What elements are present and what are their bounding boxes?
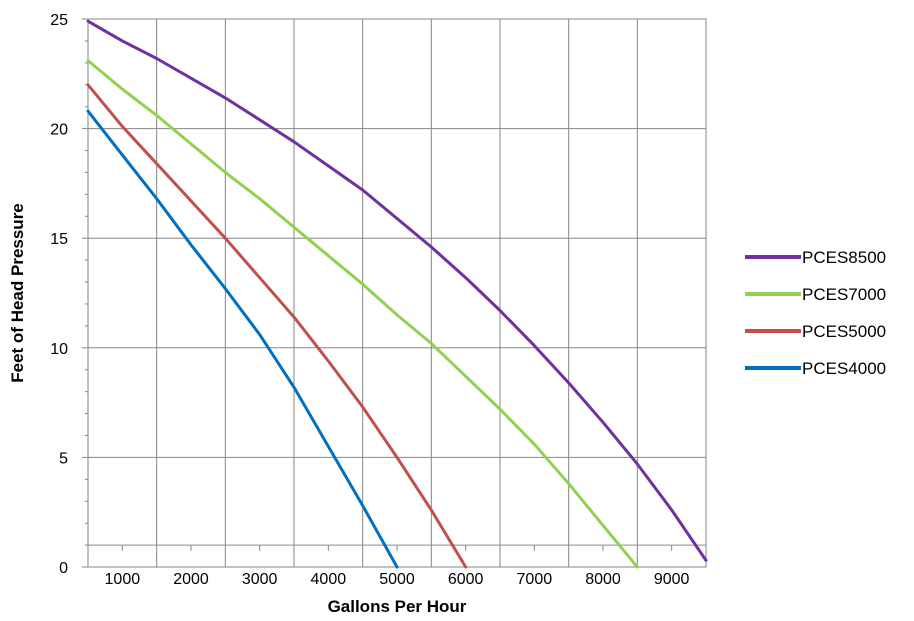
series-line-pces5000 [86,83,468,569]
y-tick-label: 20 [50,122,68,139]
x-axis-tick-labels: 1000 2000 3000 4000 5000 6000 7000 8000 9000 [105,571,690,588]
y-tick-label: 10 [50,341,68,358]
x-tick-label: 9000 [654,571,690,588]
x-tick-label: 6000 [448,571,484,588]
y-axis-tick-labels: 0 5 10 15 20 25 [50,12,68,577]
x-tick-label: 2000 [173,571,209,588]
series-line-pces7000 [86,59,639,569]
x-tick-label: 7000 [517,571,553,588]
x-tick-label: 3000 [242,571,278,588]
x-tick-label: 5000 [379,571,415,588]
legend-label: PCES4000 [802,359,886,378]
y-tick-label: 5 [59,450,68,467]
x-tick-label: 4000 [311,571,347,588]
y-tick-label: 15 [50,231,68,248]
y-axis-title: Feet of Head Pressure [8,203,27,383]
x-axis-title: Gallons Per Hour [328,597,467,616]
legend-label: PCES7000 [802,285,886,304]
x-tick-label: 1000 [105,571,141,588]
legend: PCES8500 PCES7000 PCES5000 PCES4000 [745,248,886,378]
series-line-pces8500 [86,19,708,562]
legend-label: PCES8500 [802,248,886,267]
y-tick-label: 0 [59,560,68,577]
series-line-pces4000 [86,109,399,569]
legend-label: PCES5000 [802,322,886,341]
series-lines [86,19,708,569]
y-tick-label: 25 [50,12,68,29]
plot-area [87,18,707,568]
x-tick-label: 8000 [585,571,621,588]
